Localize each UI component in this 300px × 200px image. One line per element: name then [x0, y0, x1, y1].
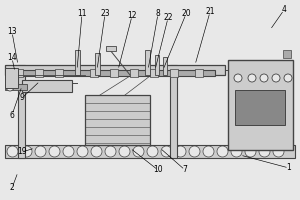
- Circle shape: [91, 146, 102, 157]
- Text: 9: 9: [20, 94, 24, 102]
- Circle shape: [77, 146, 88, 157]
- Bar: [155, 55, 159, 75]
- Circle shape: [63, 146, 74, 157]
- Circle shape: [35, 146, 46, 157]
- Circle shape: [175, 146, 186, 157]
- Text: 23: 23: [100, 9, 110, 19]
- Text: 11: 11: [77, 9, 87, 19]
- Circle shape: [272, 74, 280, 82]
- Circle shape: [147, 146, 158, 157]
- Circle shape: [217, 146, 228, 157]
- Bar: [283, 50, 291, 58]
- Bar: [75, 50, 80, 75]
- Text: 4: 4: [282, 5, 286, 15]
- Text: 2: 2: [10, 184, 14, 192]
- Bar: [235, 90, 285, 125]
- Bar: [145, 50, 150, 75]
- Circle shape: [273, 146, 284, 157]
- Text: 21: 21: [205, 7, 215, 17]
- Bar: [35, 69, 43, 77]
- Bar: [150, 69, 158, 77]
- Text: 19: 19: [17, 148, 27, 156]
- Text: 20: 20: [181, 9, 191, 19]
- Circle shape: [105, 146, 116, 157]
- Bar: [170, 65, 177, 158]
- Bar: [22, 80, 72, 92]
- Circle shape: [203, 146, 214, 157]
- Bar: [110, 69, 118, 77]
- Circle shape: [284, 74, 292, 82]
- Bar: [85, 95, 150, 145]
- Text: 8: 8: [156, 9, 161, 19]
- Text: 22: 22: [163, 14, 173, 22]
- Bar: [55, 69, 63, 77]
- Circle shape: [7, 146, 18, 157]
- Bar: [5, 65, 225, 75]
- Text: 7: 7: [183, 166, 188, 174]
- Circle shape: [49, 146, 60, 157]
- Bar: [195, 69, 203, 77]
- Bar: [18, 65, 25, 158]
- Circle shape: [259, 146, 270, 157]
- Bar: [130, 69, 138, 77]
- Text: 10: 10: [153, 166, 163, 174]
- Circle shape: [21, 146, 32, 157]
- Text: 6: 6: [10, 110, 14, 119]
- Circle shape: [189, 146, 200, 157]
- Bar: [106, 46, 116, 51]
- Circle shape: [248, 74, 256, 82]
- Circle shape: [231, 146, 242, 157]
- Circle shape: [133, 146, 144, 157]
- Bar: [95, 53, 100, 75]
- Bar: [5, 84, 27, 90]
- Circle shape: [245, 146, 256, 157]
- Text: 14: 14: [7, 53, 17, 62]
- Text: 1: 1: [286, 164, 291, 172]
- Circle shape: [260, 74, 268, 82]
- Bar: [228, 60, 293, 150]
- Text: 12: 12: [127, 11, 137, 21]
- Bar: [170, 69, 178, 77]
- Circle shape: [161, 146, 172, 157]
- Bar: [90, 69, 98, 77]
- Circle shape: [234, 74, 242, 82]
- Bar: [5, 145, 295, 158]
- Bar: [163, 57, 167, 75]
- Text: 13: 13: [7, 27, 17, 36]
- Bar: [15, 69, 23, 77]
- Circle shape: [6, 83, 14, 91]
- Circle shape: [119, 146, 130, 157]
- Bar: [5, 68, 18, 88]
- Bar: [10, 70, 215, 76]
